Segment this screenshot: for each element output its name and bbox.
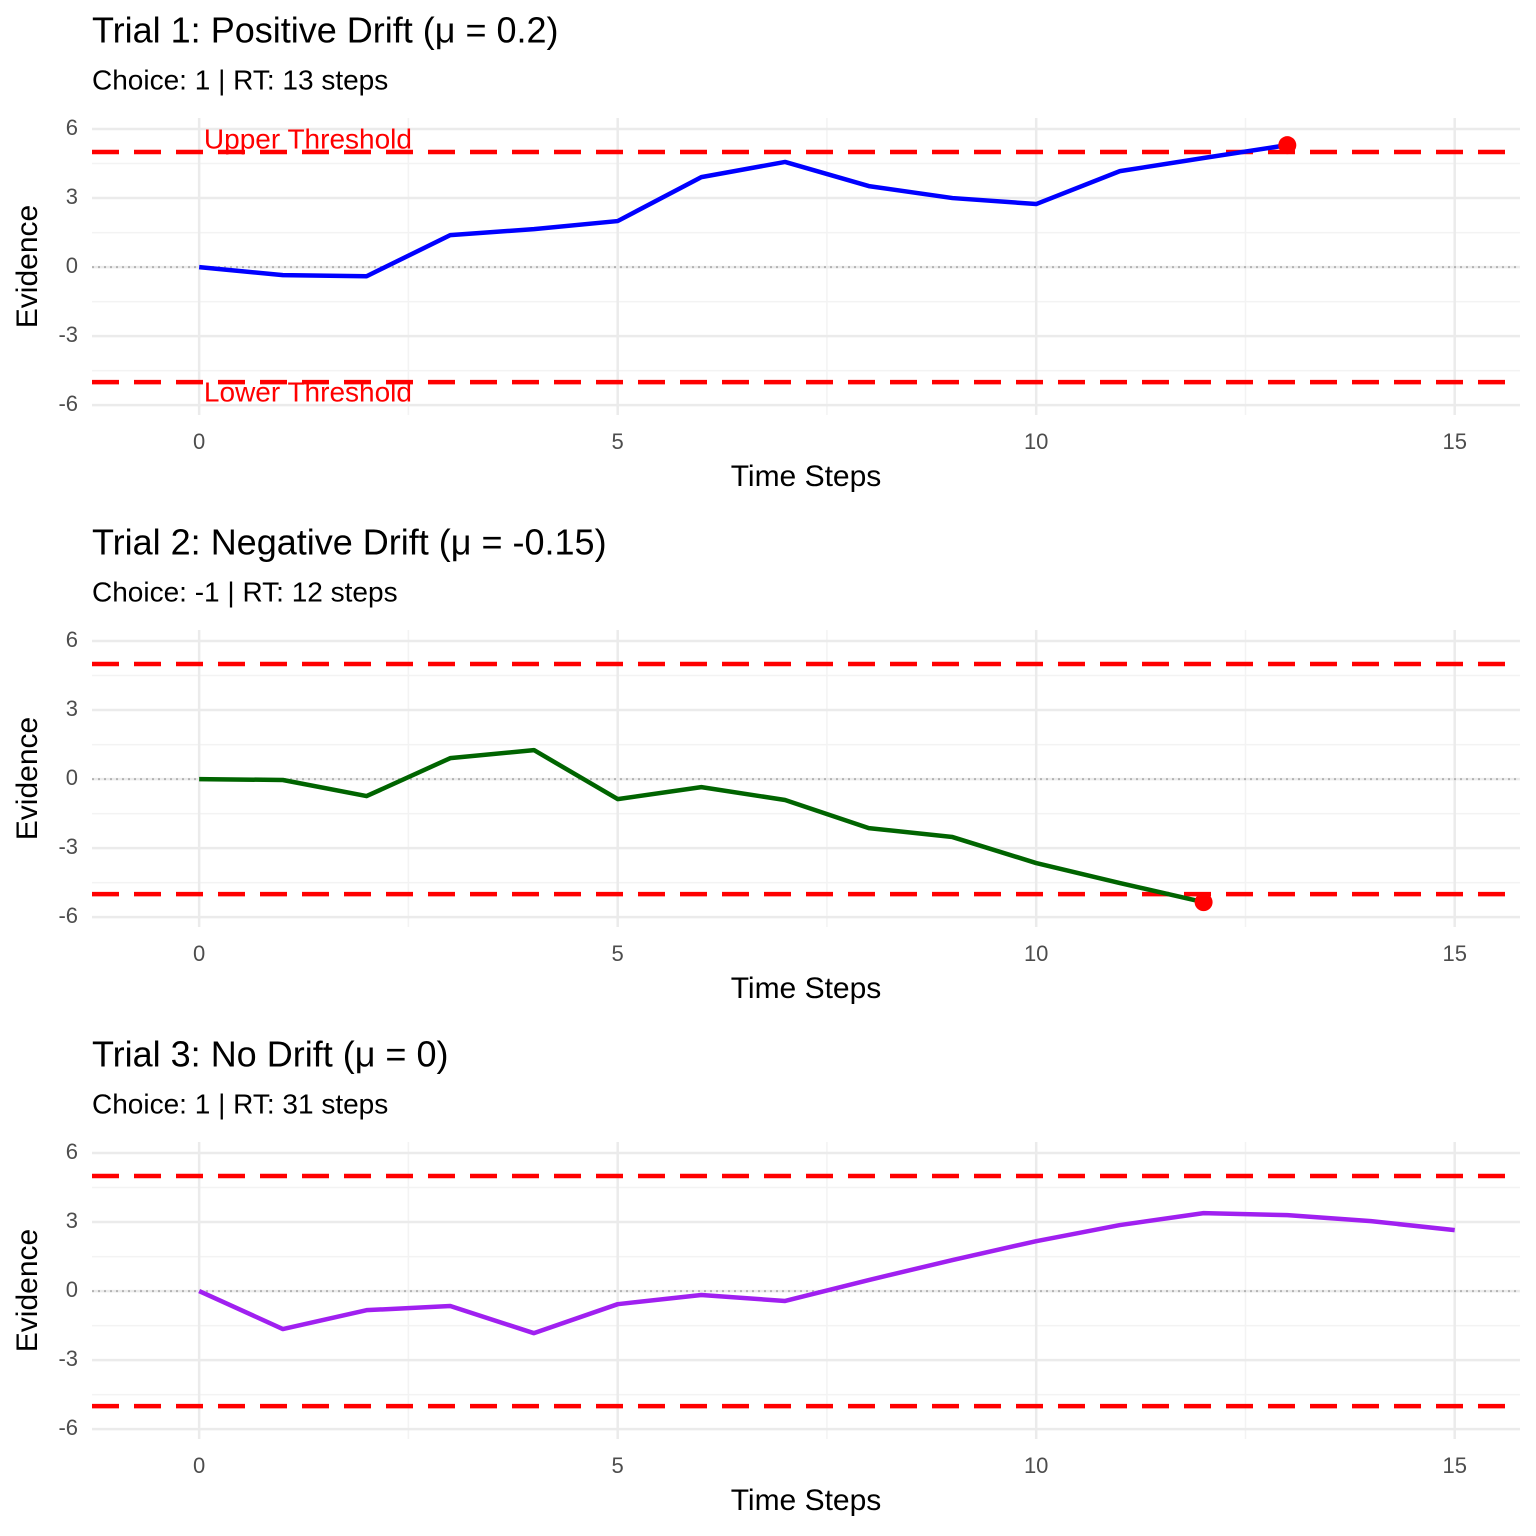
y-tick-label: -3 xyxy=(58,834,78,859)
panel: Trial 2: Negative Drift (μ = -0.15) Choic… xyxy=(11,522,1520,1005)
y-axis-title: Evidence xyxy=(11,1229,44,1352)
x-tick-label: 10 xyxy=(1024,429,1048,454)
y-tick-label: 0 xyxy=(66,253,78,278)
x-tick-label: 15 xyxy=(1442,429,1466,454)
y-tick-label: 3 xyxy=(66,184,78,209)
y-tick-label: 6 xyxy=(66,1139,78,1164)
y-tick-label: -3 xyxy=(58,322,78,347)
x-tick-label: 5 xyxy=(612,941,624,966)
panel: Trial 1: Positive Drift (μ = 0.2) Choice:… xyxy=(11,10,1520,493)
x-tick-label: 5 xyxy=(612,1453,624,1478)
decision-point xyxy=(1278,136,1297,155)
x-tick-label: 10 xyxy=(1024,1453,1048,1478)
y-tick-label: 6 xyxy=(66,115,78,140)
y-tick-label: -6 xyxy=(58,1415,78,1440)
chart-title: Trial 2: Negative Drift (μ = -0.15) xyxy=(92,522,607,563)
data-line xyxy=(198,1210,1455,1336)
annotation: Lower Threshold xyxy=(204,376,412,407)
y-tick-label: 3 xyxy=(66,1208,78,1233)
panel: Trial 3: No Drift (μ = 0) Choice: 1 | RT:… xyxy=(11,1034,1520,1517)
y-tick-label: 6 xyxy=(66,627,78,652)
y-tick-label: 0 xyxy=(66,1277,78,1302)
y-axis-title: Evidence xyxy=(11,205,44,328)
x-tick-label: 0 xyxy=(193,941,205,966)
y-tick-label: -6 xyxy=(58,391,78,416)
x-tick-label: 0 xyxy=(193,1453,205,1478)
x-axis-title: Time Steps xyxy=(731,1484,882,1517)
x-axis-title: Time Steps xyxy=(731,972,882,1005)
chart-subtitle: Choice: 1 | RT: 31 steps xyxy=(92,1088,388,1119)
data-line xyxy=(199,747,1205,905)
x-tick-label: 15 xyxy=(1442,941,1466,966)
y-tick-label: -3 xyxy=(58,1346,78,1371)
chart-subtitle: Choice: 1 | RT: 13 steps xyxy=(92,64,388,95)
chart-title: Trial 3: No Drift (μ = 0) xyxy=(92,1034,448,1075)
y-axis-title: Evidence xyxy=(11,717,44,840)
data-line xyxy=(198,142,1288,279)
y-tick-label: 3 xyxy=(66,696,78,721)
x-tick-label: 15 xyxy=(1442,1453,1466,1478)
chart-title: Trial 1: Positive Drift (μ = 0.2) xyxy=(92,10,559,51)
chart-subtitle: Choice: -1 | RT: 12 steps xyxy=(92,576,398,607)
y-tick-label: 0 xyxy=(66,765,78,790)
x-axis-title: Time Steps xyxy=(731,460,882,493)
decision-point xyxy=(1194,893,1213,912)
x-tick-label: 0 xyxy=(193,429,205,454)
annotation: Upper Threshold xyxy=(204,123,412,154)
x-tick-label: 5 xyxy=(612,429,624,454)
x-tick-label: 10 xyxy=(1024,941,1048,966)
y-tick-label: -6 xyxy=(58,903,78,928)
